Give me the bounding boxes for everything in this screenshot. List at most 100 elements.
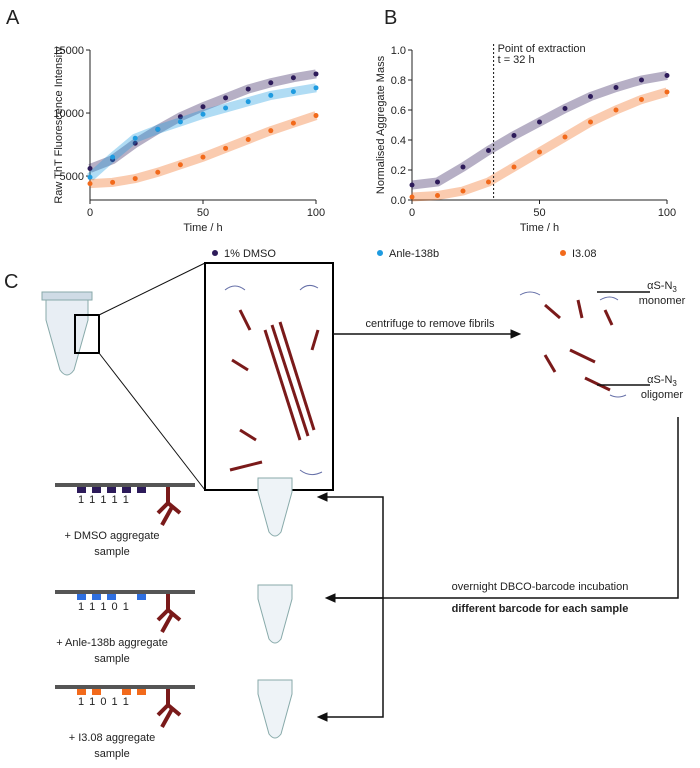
panel-label: A [6,7,20,29]
barcode-block [77,689,86,695]
data-point [155,169,161,175]
data-point [155,126,161,132]
data-point [223,145,229,151]
x-axis-label: Time / h [520,222,559,234]
x-tick-label: 100 [658,207,676,219]
barcode-block [137,594,146,600]
data-point [486,179,491,185]
data-point [290,120,296,126]
data-point [562,134,568,140]
data-point [409,194,415,200]
data-point [537,119,542,125]
y-tick-label: 10000 [53,108,84,120]
barcode-block [77,487,86,493]
caption: + I3.08 aggregate [69,732,156,744]
data-point [200,104,206,110]
data-point [223,105,229,111]
data-point [177,114,183,120]
anchor [156,594,182,633]
annotation-text: t = 32 h [498,54,535,66]
strip [55,590,195,594]
y-axis-label: Raw ThT Fluorescence Intensity [53,46,65,204]
data-point [223,95,229,101]
data-point [200,111,206,117]
data-point [511,164,517,170]
anchor [156,689,182,728]
caption: sample [94,546,129,558]
x-tick-label: 0 [409,207,415,219]
x-axis-label: Time / h [183,222,222,234]
data-point [110,154,116,160]
barcode-block [122,689,131,695]
legend-label: Anle-138b [389,248,439,260]
data-point [87,181,93,187]
data-point [290,75,296,81]
trend-band [411,87,669,202]
caption: sample [94,748,129,760]
barcode-block [92,487,101,493]
data-point [639,97,644,102]
subscript: 3 [672,379,677,388]
data-point [290,89,296,95]
species-kind: monomer [639,295,686,307]
y-tick-label: 15000 [53,45,84,57]
panel-label: C [4,271,18,293]
barcode-digits: 1 1 1 0 1 [78,601,130,613]
legend-label: 1% DMSO [224,248,276,260]
data-point [245,136,251,142]
tube [257,584,293,644]
x-tick-label: 0 [87,207,93,219]
barcode-block [137,487,146,493]
anchor [156,487,182,526]
data-point [562,106,568,111]
tube [257,477,293,537]
legend-label: I3.08 [572,248,596,260]
y-axis-label: Normalised Aggregate Mass [375,55,387,194]
data-point [245,99,251,105]
data-point [110,179,116,185]
barcode-block [107,594,116,600]
species-name: αS-N [647,374,672,386]
data-point [268,80,274,86]
legend-marker [560,250,566,256]
x-tick-label: 100 [307,207,325,219]
data-point [435,179,440,185]
strip [55,685,195,689]
data-point [132,135,138,141]
species-label: αS-N3 [647,374,677,388]
y-tick-label: 0.4 [391,135,406,147]
data-point [639,77,644,83]
legend-marker [377,250,383,256]
data-point [132,176,138,182]
data-point [460,188,466,194]
trend-band [411,71,668,190]
y-tick-label: 0.6 [391,105,406,117]
data-point [132,140,138,146]
barcode-digits: 1 1 0 1 1 [78,696,130,708]
data-point [200,154,206,160]
barcode-block [77,594,86,600]
data-point [613,107,619,113]
data-point [87,165,93,171]
panel-label: B [384,7,397,29]
annotation-text: Point of extraction [498,43,586,55]
barcode-block [107,487,116,493]
data-point [313,113,319,119]
caption: sample [94,653,129,665]
data-point [613,85,619,90]
y-tick-label: 1.0 [391,45,406,57]
diagram [41,262,679,722]
data-point [313,85,319,91]
y-tick-label: 5000 [60,171,84,183]
legend-marker [212,250,218,256]
species-label: αS-N3 [647,280,677,294]
data-point [87,174,93,180]
data-point [268,128,274,134]
data-point [245,86,251,92]
barcode-block [137,689,146,695]
caption: + DMSO aggregate [64,530,159,542]
arrow-label: centrifuge to remove fibrils [366,318,495,330]
data-point [511,133,517,138]
data-point [313,71,319,77]
